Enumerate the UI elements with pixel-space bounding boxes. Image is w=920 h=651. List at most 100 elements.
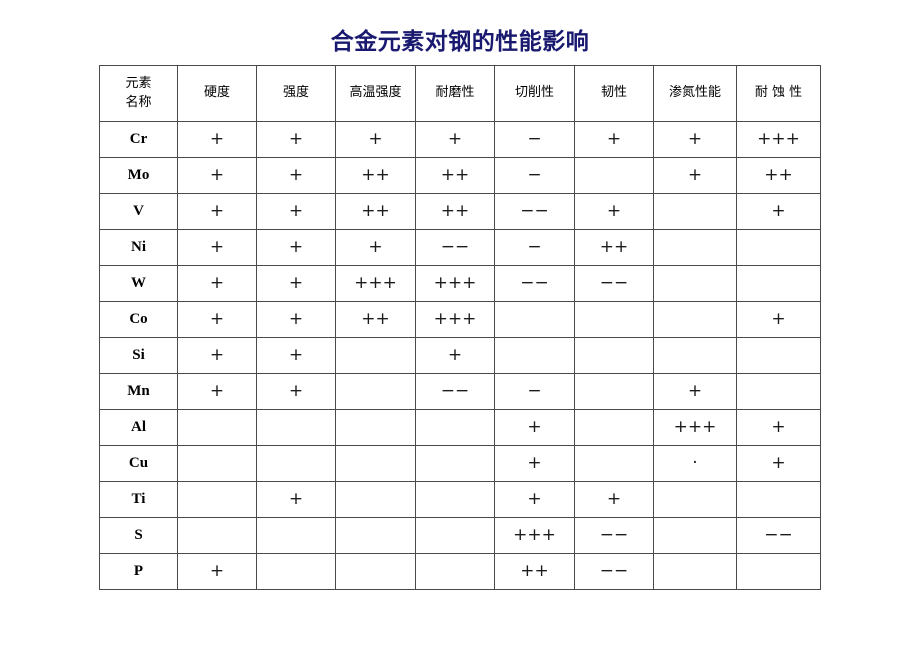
element-name-cell: S xyxy=(99,517,178,554)
cell-strength: + xyxy=(256,229,336,266)
cell-nitriding xyxy=(653,553,737,590)
page-title: 合金元素对钢的性能影响 xyxy=(330,29,590,55)
element-name-cell: W xyxy=(99,265,178,302)
table-row: Ni + + + −− − ++ xyxy=(99,229,821,266)
column-header-nitriding: 渗氮性能 xyxy=(653,65,737,122)
cell-machinability: − xyxy=(494,157,575,194)
table-row: Al + +++ + xyxy=(99,409,821,446)
cell-nitriding: + xyxy=(653,373,737,410)
element-name-cell: Cr xyxy=(99,121,178,158)
alloy-table-container: 元素 名称 硬度 强度 高温强度 耐磨性 切削性 韧性 渗氮性能 耐 蚀 性 C… xyxy=(99,65,821,590)
cell-machinability: − xyxy=(494,373,575,410)
column-header-hardness: 硬度 xyxy=(177,65,257,122)
cell-nitriding xyxy=(653,301,737,338)
column-header-strength: 强度 xyxy=(256,65,336,122)
cell-wear-resistance: +++ xyxy=(415,265,495,302)
cell-high-temp-strength xyxy=(335,517,416,554)
element-name-cell: Co xyxy=(99,301,178,338)
element-name-cell: Si xyxy=(99,337,178,374)
cell-corrosion-resistance xyxy=(736,229,821,266)
cell-high-temp-strength xyxy=(335,481,416,518)
cell-machinability: −− xyxy=(494,193,575,230)
cell-hardness: + xyxy=(177,265,257,302)
cell-corrosion-resistance xyxy=(736,337,821,374)
table-row: Mo + + ++ ++ − + ++ xyxy=(99,157,821,194)
cell-machinability: + xyxy=(494,445,575,482)
cell-hardness: + xyxy=(177,337,257,374)
cell-corrosion-resistance: + xyxy=(736,409,821,446)
cell-machinability xyxy=(494,337,575,374)
element-name-cell: Al xyxy=(99,409,178,446)
cell-strength: + xyxy=(256,265,336,302)
cell-high-temp-strength xyxy=(335,445,416,482)
cell-corrosion-resistance: +++ xyxy=(736,121,821,158)
column-header-element-name-line2: 名称 xyxy=(125,94,152,110)
column-header-machinability: 切削性 xyxy=(494,65,575,122)
element-name-cell: Cu xyxy=(99,445,178,482)
cell-wear-resistance: −− xyxy=(415,229,495,266)
cell-high-temp-strength: + xyxy=(335,121,416,158)
cell-hardness xyxy=(177,517,257,554)
cell-hardness: + xyxy=(177,121,257,158)
cell-toughness: + xyxy=(574,193,654,230)
element-name-cell: P xyxy=(99,553,178,590)
cell-toughness xyxy=(574,157,654,194)
cell-strength xyxy=(256,553,336,590)
cell-nitriding xyxy=(653,265,737,302)
cell-nitriding xyxy=(653,481,737,518)
cell-hardness xyxy=(177,409,257,446)
cell-wear-resistance xyxy=(415,481,495,518)
cell-hardness: + xyxy=(177,373,257,410)
table-row: Co + + ++ +++ + xyxy=(99,301,821,338)
cell-toughness xyxy=(574,445,654,482)
column-header-toughness: 韧性 xyxy=(574,65,654,122)
element-name-cell: Mo xyxy=(99,157,178,194)
cell-toughness: −− xyxy=(574,265,654,302)
cell-high-temp-strength: ++ xyxy=(335,193,416,230)
cell-wear-resistance: + xyxy=(415,337,495,374)
column-header-wear-resistance: 耐磨性 xyxy=(415,65,495,122)
cell-nitriding xyxy=(653,193,737,230)
column-header-high-temp-strength: 高温强度 xyxy=(335,65,416,122)
element-name-cell: Mn xyxy=(99,373,178,410)
cell-corrosion-resistance: + xyxy=(736,301,821,338)
cell-wear-resistance xyxy=(415,445,495,482)
cell-machinability: ++ xyxy=(494,553,575,590)
table-row: Si + + + xyxy=(99,337,821,374)
cell-wear-resistance: −− xyxy=(415,373,495,410)
cell-wear-resistance: + xyxy=(415,121,495,158)
cell-corrosion-resistance: + xyxy=(736,193,821,230)
alloy-properties-table: 元素 名称 硬度 强度 高温强度 耐磨性 切削性 韧性 渗氮性能 耐 蚀 性 C… xyxy=(99,65,821,590)
table-row: W + + +++ +++ −− −− xyxy=(99,265,821,302)
cell-machinability xyxy=(494,301,575,338)
cell-corrosion-resistance: + xyxy=(736,445,821,482)
cell-nitriding xyxy=(653,517,737,554)
table-row: Cr + + + + − + + +++ xyxy=(99,121,821,158)
cell-wear-resistance xyxy=(415,553,495,590)
cell-toughness xyxy=(574,301,654,338)
cell-hardness: + xyxy=(177,157,257,194)
cell-hardness: + xyxy=(177,301,257,338)
cell-toughness: ++ xyxy=(574,229,654,266)
cell-toughness: + xyxy=(574,481,654,518)
cell-machinability: + xyxy=(494,409,575,446)
cell-corrosion-resistance xyxy=(736,553,821,590)
cell-machinability: +++ xyxy=(494,517,575,554)
header-row: 元素 名称 硬度 强度 高温强度 耐磨性 切削性 韧性 渗氮性能 耐 蚀 性 xyxy=(99,65,821,122)
cell-corrosion-resistance xyxy=(736,373,821,410)
cell-toughness xyxy=(574,373,654,410)
cell-machinability: − xyxy=(494,121,575,158)
cell-toughness xyxy=(574,409,654,446)
cell-nitriding xyxy=(653,337,737,374)
cell-hardness xyxy=(177,445,257,482)
cell-strength xyxy=(256,409,336,446)
cell-high-temp-strength: ++ xyxy=(335,301,416,338)
cell-toughness xyxy=(574,337,654,374)
cell-toughness: −− xyxy=(574,553,654,590)
cell-wear-resistance: ++ xyxy=(415,157,495,194)
cell-wear-resistance xyxy=(415,517,495,554)
cell-high-temp-strength: ++ xyxy=(335,157,416,194)
cell-strength: + xyxy=(256,337,336,374)
cell-nitriding: +++ xyxy=(653,409,737,446)
